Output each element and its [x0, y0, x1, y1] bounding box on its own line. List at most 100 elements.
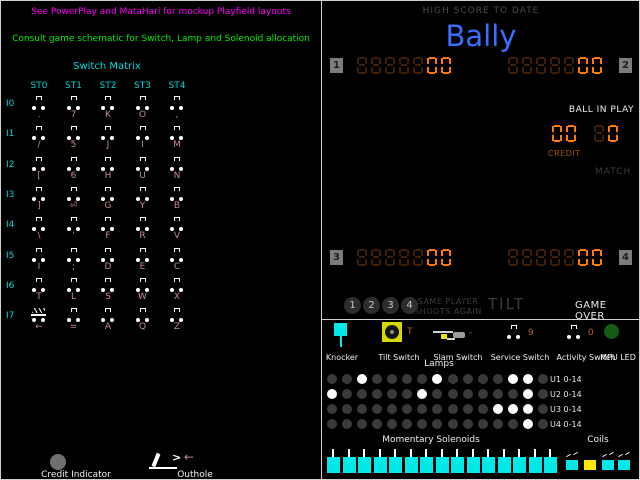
switch-I4-ST4[interactable]: [168, 217, 186, 232]
outhole-base-line: [149, 467, 177, 469]
player-1-display: [357, 57, 451, 74]
switch-key-I4-ST2: F: [105, 231, 111, 242]
ball-in-play-label: BALL IN PLAY: [568, 105, 634, 115]
knocker-icon[interactable]: [334, 323, 347, 336]
lamp-U3-10: [477, 404, 488, 414]
solenoid-0[interactable]: [327, 457, 340, 473]
solenoid-2[interactable]: [358, 457, 371, 473]
switch-key-I7-ST3: Q: [138, 322, 147, 333]
seg-digit: [508, 249, 518, 266]
switch-I2-ST3[interactable]: [134, 156, 152, 171]
switch-I6-ST1[interactable]: [65, 277, 83, 292]
seg-digit: [566, 125, 576, 142]
solenoid-stem-6: [425, 449, 427, 457]
seg-digit: [399, 249, 409, 266]
solenoid-10[interactable]: [482, 457, 495, 473]
credit-indicator-label: Credit Indicator: [41, 470, 111, 480]
solenoid-11[interactable]: [497, 457, 511, 473]
switch-I6-ST2[interactable]: [99, 277, 117, 292]
slam-switch-label: Slam Switch: [433, 353, 483, 362]
lamp-U2-2: [357, 389, 368, 399]
solenoid-13[interactable]: [528, 457, 542, 473]
solenoid-8[interactable]: [451, 457, 464, 473]
switch-I3-ST3[interactable]: [134, 186, 152, 201]
solenoid-7[interactable]: [435, 457, 449, 473]
lamp-U2-1: [342, 389, 353, 399]
switch-I3-ST0[interactable]: [30, 186, 48, 201]
outhole-flipper-icon[interactable]: [151, 452, 161, 468]
solenoid-stem-0: [332, 449, 334, 457]
solenoid-stem-8: [456, 449, 458, 457]
coil-3[interactable]: [618, 460, 630, 470]
switch-I7-ST1[interactable]: [65, 308, 83, 323]
solenoid-5[interactable]: [404, 457, 418, 473]
solenoid-3[interactable]: [373, 457, 387, 473]
tilt-switch-key: T: [407, 327, 413, 337]
switch-I4-ST2[interactable]: [99, 217, 117, 232]
solenoid-9[interactable]: [466, 457, 480, 473]
seg-digit: [441, 57, 451, 74]
matrix-row-label-I7: I7: [6, 311, 15, 322]
switch-I1-ST0[interactable]: [30, 126, 48, 141]
switch-I5-ST0[interactable]: [30, 247, 48, 262]
matrix-col-header-ST3: ST3: [134, 81, 151, 91]
coil-0[interactable]: [566, 460, 578, 470]
lamp-U2-14: [537, 389, 548, 399]
lamp-U3-5: [402, 404, 413, 414]
switch-I2-ST1[interactable]: [65, 156, 83, 171]
slam-switch-icon[interactable]: [433, 331, 453, 333]
switch-I7-ST4[interactable]: [168, 308, 186, 323]
switch-I6-ST3[interactable]: [134, 277, 152, 292]
player-2-display: [508, 57, 602, 74]
lamp-U4-6: [417, 419, 428, 429]
lamp-U2-5: [402, 389, 413, 399]
switch-I5-ST1[interactable]: [65, 247, 83, 262]
switch-I5-ST3[interactable]: [134, 247, 152, 262]
switch-I0-ST2[interactable]: [99, 96, 117, 110]
lamp-U1-7: [432, 374, 443, 384]
switch-I2-ST2[interactable]: [99, 156, 117, 171]
switch-I7-ST2[interactable]: [99, 308, 117, 323]
switch-key-I3-ST2: G: [104, 200, 112, 211]
switch-I3-ST1[interactable]: [65, 186, 83, 201]
activity-switch-icon[interactable]: [565, 325, 583, 339]
switch-I4-ST0[interactable]: [30, 217, 48, 232]
switch-I0-ST1[interactable]: [65, 96, 83, 110]
switch-I6-ST4[interactable]: [168, 277, 186, 292]
switch-I2-ST4[interactable]: [168, 156, 186, 171]
switch-I3-ST4[interactable]: [168, 186, 186, 201]
switch-I3-ST2[interactable]: [99, 186, 117, 201]
player-3-display: [357, 249, 451, 266]
switch-I0-ST0[interactable]: [30, 96, 48, 110]
coil-1[interactable]: [584, 460, 596, 470]
tilt-switch-icon[interactable]: [382, 322, 402, 342]
seg-digit: [385, 57, 395, 74]
lamp-row-label-2: U3 0-14: [550, 405, 582, 414]
solenoid-6[interactable]: [420, 457, 433, 473]
solenoid-stem-7: [440, 449, 443, 457]
switch-I1-ST2[interactable]: [99, 126, 117, 141]
solenoid-4[interactable]: [389, 457, 402, 473]
seg-digit: [578, 57, 588, 74]
switch-I0-ST3[interactable]: [134, 96, 152, 110]
switch-I5-ST2[interactable]: [99, 247, 117, 262]
switch-I1-ST4[interactable]: [168, 126, 186, 141]
lamp-U2-6: [417, 389, 428, 399]
solenoid-1[interactable]: [342, 457, 356, 473]
switch-I7-ST3[interactable]: [134, 308, 152, 323]
service-switch-icon[interactable]: [505, 325, 523, 339]
lamp-U3-14: [537, 404, 548, 414]
switch-I7-ST0[interactable]: [30, 308, 48, 323]
solenoid-12[interactable]: [513, 457, 526, 473]
switch-I2-ST0[interactable]: [30, 156, 48, 171]
switch-I5-ST4[interactable]: [168, 247, 186, 262]
switch-I6-ST0[interactable]: [30, 277, 48, 292]
switch-I1-ST3[interactable]: [134, 126, 152, 141]
switch-I4-ST1[interactable]: [65, 217, 83, 232]
switch-I4-ST3[interactable]: [134, 217, 152, 232]
solenoid-14[interactable]: [544, 457, 557, 473]
switch-I1-ST1[interactable]: [65, 126, 83, 141]
coil-2[interactable]: [602, 460, 614, 470]
lamp-U4-14: [537, 419, 548, 429]
switch-I0-ST4[interactable]: [168, 96, 186, 110]
